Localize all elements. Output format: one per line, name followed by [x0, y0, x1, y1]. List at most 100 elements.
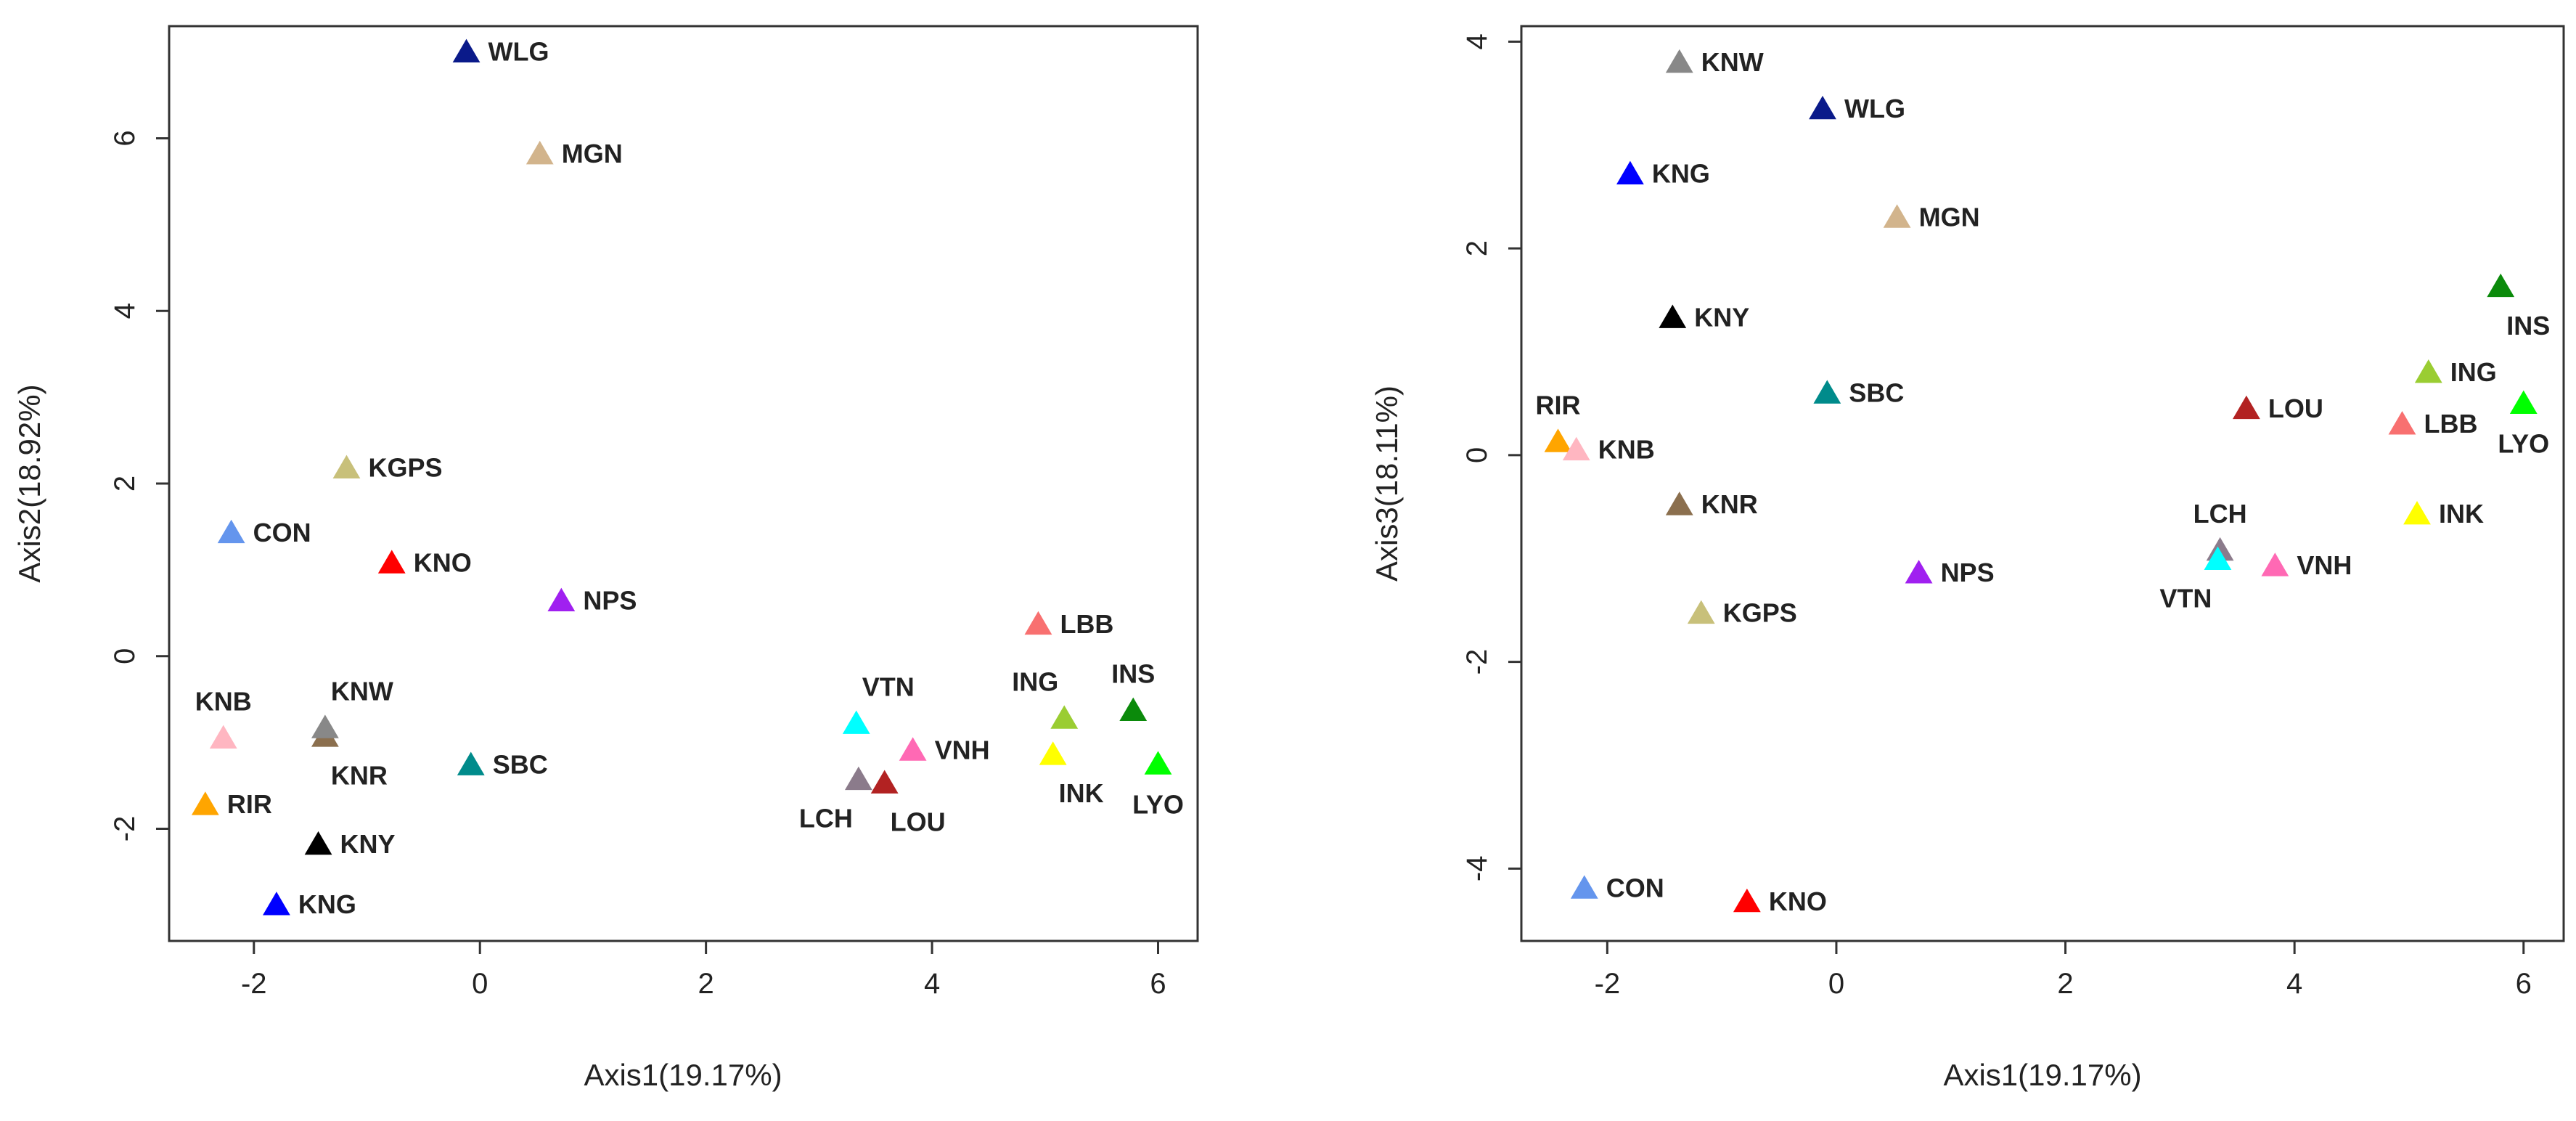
point-label-sbc: SBC — [1849, 378, 1904, 407]
point-marker-nps — [547, 587, 576, 612]
point-label-lbb: LBB — [2424, 409, 2477, 439]
point-label-nps: NPS — [1941, 558, 1995, 587]
point-label-ing: ING — [2450, 357, 2497, 387]
point-marker-nps — [1905, 560, 1933, 584]
point-label-knr: KNR — [1701, 489, 1758, 519]
point-marker-lyo — [2509, 390, 2538, 415]
point-marker-mgn — [1883, 204, 1911, 228]
point-label-con: CON — [253, 518, 311, 547]
point-label-kno: KNO — [1769, 886, 1827, 916]
point-marker-lou — [870, 770, 899, 794]
point-label-knw: KNW — [331, 676, 393, 706]
y-tick-label: 0 — [1461, 447, 1493, 463]
point-label-lou: LOU — [891, 807, 946, 836]
y-tick-label: 2 — [109, 476, 141, 492]
point-label-lyo: LYO — [1132, 789, 1184, 819]
point-marker-vnh — [2261, 553, 2289, 576]
right-plot-frame — [1520, 25, 2565, 942]
point-marker-kny — [1659, 304, 1687, 328]
left-axis-ticks: -2 0 2 4 6 -2 0 2 4 6 — [109, 130, 1166, 1000]
point-marker-vnh — [899, 737, 927, 761]
point-label-ins: INS — [2506, 311, 2550, 341]
point-marker-kng — [263, 892, 290, 916]
x-tick-label: -2 — [1595, 968, 1621, 1000]
y-tick-label: 2 — [1461, 240, 1493, 256]
point-marker-con — [1570, 875, 1598, 899]
point-marker-vtn — [842, 710, 870, 734]
point-label-rir: RIR — [1535, 390, 1580, 420]
right-x-axis-title: Axis1(19.17%) — [1943, 1058, 2141, 1092]
point-label-vtn: VTN — [862, 672, 915, 701]
point-label-lbb: LBB — [1060, 609, 1113, 639]
left-scatter-panel: -2 0 2 4 6 -2 0 2 4 6 WLG MGN KGPS CON KNO NPS LBB INS IN… — [12, 25, 1199, 1092]
point-label-kno: KNO — [414, 547, 472, 577]
x-tick-label: 0 — [1828, 968, 1844, 1000]
point-marker-kno — [1733, 888, 1761, 913]
point-marker-knr — [1665, 492, 1693, 515]
point-label-wlg: WLG — [1844, 94, 1905, 123]
x-tick-label: 2 — [698, 968, 714, 1000]
y-tick-label: 0 — [109, 648, 141, 664]
point-label-ink: INK — [2439, 499, 2484, 529]
point-marker-con — [217, 519, 245, 544]
point-marker-wlg — [452, 38, 481, 63]
x-tick-label: 2 — [2057, 968, 2073, 1000]
point-label-mgn: MGN — [1919, 202, 1980, 232]
point-label-knw: KNW — [1701, 47, 1764, 77]
point-label-wlg: WLG — [488, 37, 549, 67]
x-tick-label: 4 — [924, 968, 940, 1000]
point-marker-ink — [2403, 501, 2431, 525]
point-marker-lbb — [1024, 611, 1052, 635]
y-tick-label: 4 — [109, 303, 141, 319]
point-label-ing: ING — [1012, 667, 1058, 696]
point-label-nps: NPS — [583, 586, 637, 616]
point-label-lch: LCH — [2193, 499, 2247, 529]
point-marker-wlg — [1809, 95, 1836, 120]
point-label-kng: KNG — [298, 889, 356, 919]
point-marker-knb — [209, 725, 237, 749]
point-marker-lou — [2232, 395, 2260, 420]
point-marker-kgps — [1687, 600, 1715, 624]
left-y-axis-title: Axis2(18.92%) — [12, 384, 46, 582]
point-label-kgps: KGPS — [1723, 598, 1797, 628]
y-tick-label: 6 — [109, 130, 141, 146]
point-label-ink: INK — [1059, 778, 1104, 808]
left-plot-frame — [168, 25, 1199, 942]
point-marker-kny — [304, 831, 332, 855]
point-marker-ing — [2414, 359, 2442, 383]
point-marker-lyo — [1144, 751, 1172, 775]
left-x-axis-title: Axis1(19.17%) — [584, 1058, 782, 1092]
point-marker-rir — [1544, 428, 1572, 452]
point-marker-mgn — [526, 140, 554, 165]
point-marker-vtn — [2204, 546, 2232, 571]
point-marker-knb — [1562, 436, 1590, 461]
point-label-lch: LCH — [799, 804, 853, 833]
point-label-lou: LOU — [2268, 394, 2323, 423]
y-tick-label: -4 — [1461, 856, 1493, 882]
point-label-kny: KNY — [340, 829, 396, 859]
x-tick-label: 4 — [2286, 968, 2302, 1000]
point-label-rir: RIR — [227, 789, 272, 819]
left-points: WLG MGN KGPS CON KNO NPS LBB INS ING VTN VNH INK LYO… — [191, 37, 1184, 919]
point-marker-kgps — [332, 454, 361, 479]
right-scatter-panel: -2 0 2 4 6 -4 -2 0 2 4 KNW WLG KNG MGN KNY INS ING SBC LO… — [1370, 25, 2565, 1092]
point-label-kgps: KGPS — [368, 453, 442, 483]
point-marker-knw — [311, 714, 339, 738]
point-label-knb: KNB — [195, 687, 252, 717]
point-label-knb: KNB — [1598, 435, 1655, 465]
point-label-ins: INS — [1111, 659, 1155, 689]
point-marker-ing — [1050, 705, 1079, 729]
point-marker-kno — [377, 550, 406, 574]
point-marker-sbc — [457, 751, 485, 775]
point-marker-knw — [1665, 49, 1693, 73]
point-label-kng: KNG — [1652, 159, 1710, 189]
point-marker-sbc — [1813, 380, 1841, 404]
point-marker-kng — [1616, 160, 1644, 184]
point-marker-rir — [191, 791, 219, 815]
right-points: KNW WLG KNG MGN KNY INS ING SBC LOU LYO LBB RIR KNB K… — [1535, 47, 2550, 916]
point-label-kny: KNY — [1694, 302, 1749, 332]
x-tick-label: -2 — [241, 968, 267, 1000]
x-tick-label: 6 — [1150, 968, 1166, 1000]
